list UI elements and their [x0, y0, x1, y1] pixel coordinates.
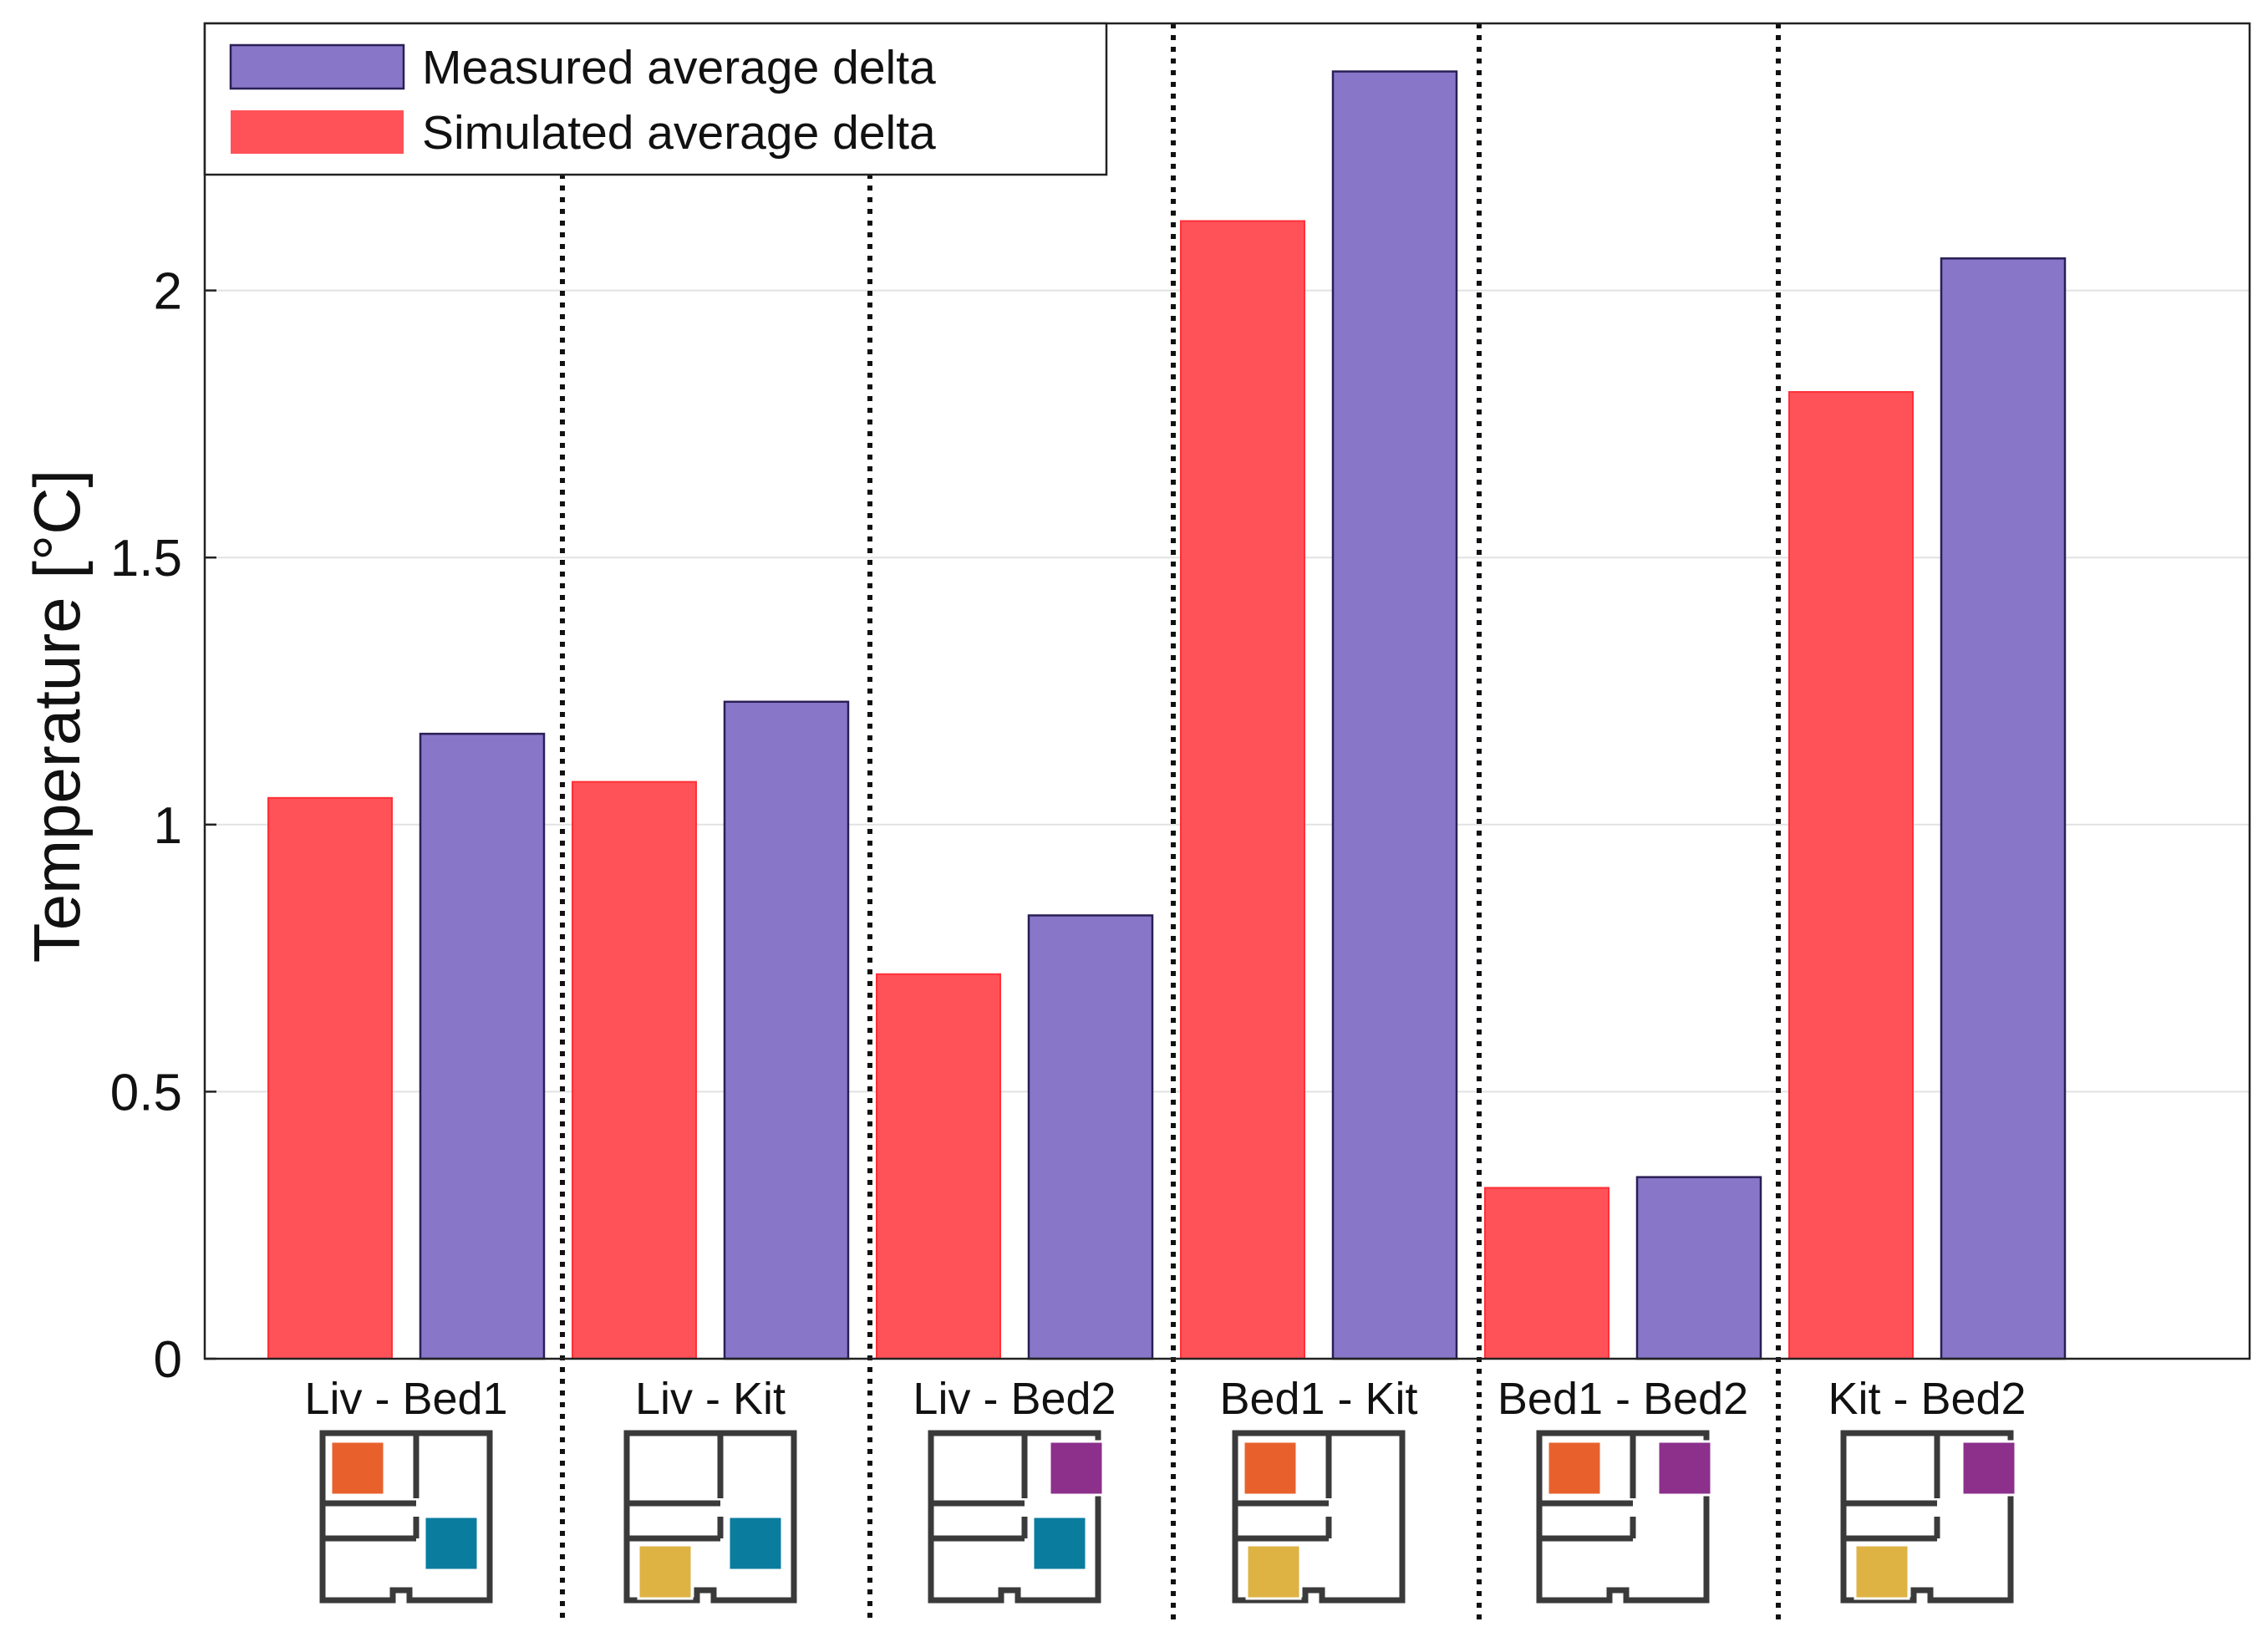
bar-simulated-4 [1484, 1187, 1609, 1360]
floorplan-icon-2 [928, 1430, 1105, 1604]
y-tick-label-3: 1.5 [110, 530, 182, 587]
bar-measured-4 [1635, 1176, 1762, 1360]
bars [267, 70, 2067, 1360]
room-marker-yellow [1854, 1543, 1910, 1600]
room-marker-orange [1242, 1440, 1299, 1497]
bar-measured-1 [723, 700, 850, 1360]
plot-frame [203, 22, 2251, 1360]
x-category-labels: Liv - Bed1 Liv - Kit Liv - Bed2 Bed1 - Kit B… [304, 1374, 2026, 1424]
bar-simulated-2 [876, 973, 1001, 1360]
room-marker-yellow [1245, 1543, 1302, 1600]
y-tick-label-0: 0 [154, 1331, 182, 1389]
floorplan-icon-4 [1536, 1430, 1713, 1604]
floorplan-outline [623, 1430, 797, 1604]
bar-simulated-5 [1788, 391, 1914, 1360]
floorplan-icon-0 [319, 1430, 493, 1604]
floorplan-icon-1 [623, 1430, 797, 1604]
room-marker-purple [1048, 1440, 1105, 1497]
x-category-label-3: Bed1 - Kit [1219, 1374, 1417, 1424]
x-category-label-0: Liv - Bed1 [304, 1374, 507, 1424]
room-marker-purple [1960, 1440, 2017, 1497]
legend-label-simulated: Simulated average delta [422, 106, 936, 160]
room-marker-purple [1656, 1440, 1713, 1497]
legend-swatch-simulated [231, 110, 404, 154]
floorplan-outline [319, 1430, 493, 1604]
bar-measured-5 [1940, 257, 2067, 1360]
legend-swatch-measured [229, 43, 405, 90]
bar-simulated-3 [1180, 220, 1305, 1360]
room-marker-orange [329, 1440, 386, 1497]
legend: Measured average delta Simulated average … [203, 22, 1108, 176]
legend-label-measured: Measured average delta [422, 41, 936, 94]
x-category-label-5: Kit - Bed2 [1828, 1374, 2026, 1424]
x-category-label-2: Liv - Bed2 [913, 1374, 1116, 1424]
floorplan-icon-3 [1232, 1430, 1406, 1604]
floorplan-outline [1232, 1430, 1406, 1604]
floorplan-icon-5 [1840, 1430, 2017, 1604]
y-tick-label-4: 2 [154, 263, 182, 321]
y-tick-label-1: 0.5 [110, 1064, 182, 1121]
floorplan-icons [319, 1430, 2017, 1604]
y-axis-ticks: 0 0.5 1 1.5 2 [110, 263, 216, 1389]
x-category-label-4: Bed1 - Bed2 [1498, 1374, 1748, 1424]
group-separators [560, 23, 1781, 1621]
room-marker-teal [1031, 1515, 1088, 1572]
room-marker-orange [1546, 1440, 1603, 1497]
room-marker-teal [727, 1515, 784, 1572]
room-marker-teal [423, 1515, 480, 1572]
bar-simulated-1 [572, 780, 697, 1360]
y-tick-label-2: 1 [154, 797, 182, 855]
bar-simulated-0 [267, 796, 393, 1360]
bar-measured-3 [1331, 70, 1458, 1360]
bar-measured-2 [1027, 914, 1154, 1360]
bar-measured-0 [419, 732, 546, 1360]
x-category-label-1: Liv - Kit [635, 1374, 786, 1424]
room-marker-yellow [637, 1543, 694, 1600]
y-axis-label: Temperature [°C] [20, 470, 94, 963]
